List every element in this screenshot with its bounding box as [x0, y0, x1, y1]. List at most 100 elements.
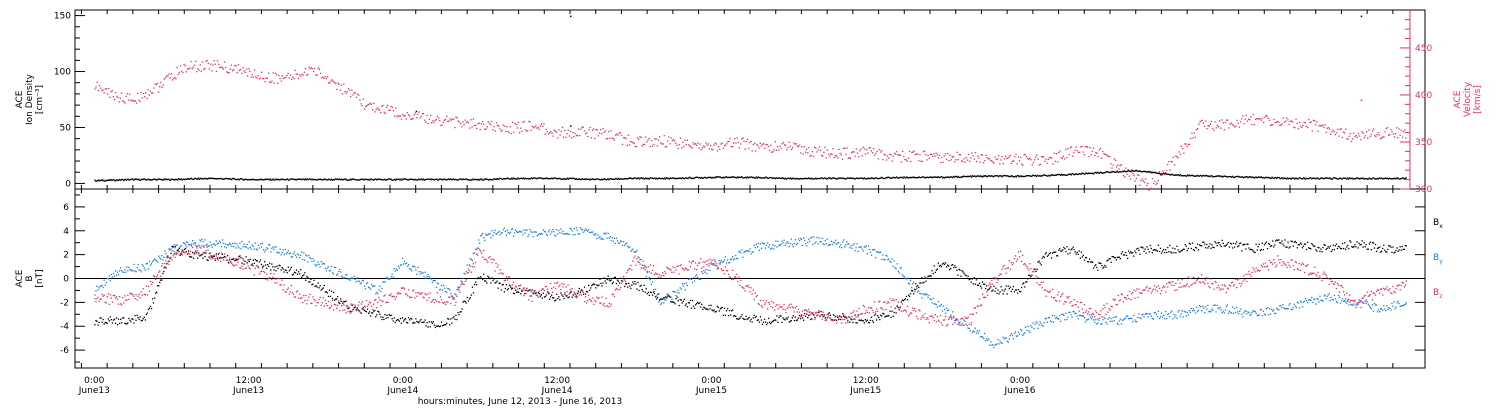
velocity-series-point [381, 105, 383, 107]
density-series-point [759, 176, 761, 179]
by-series-point [178, 250, 180, 253]
by-series-point [972, 330, 974, 332]
by-series-point [1296, 301, 1298, 303]
by-series-point [1190, 308, 1192, 310]
by-series-point [454, 293, 456, 295]
by-series-point [541, 233, 543, 235]
velocity-series-point [557, 137, 559, 139]
velocity-series-point [299, 74, 301, 76]
velocity-series-point [863, 148, 866, 150]
density-series-point [871, 177, 874, 179]
density-series-point [232, 177, 235, 180]
by-series-point [373, 285, 375, 287]
by-series-point [763, 242, 766, 245]
by-series-point [1123, 318, 1126, 320]
by-series-point [1323, 295, 1325, 297]
bx-series-point [447, 318, 449, 320]
density-series-point [979, 175, 981, 177]
by-series-point [825, 243, 827, 245]
density-series-point [970, 176, 973, 178]
density-series-point [111, 179, 113, 182]
velocity-series-point [1223, 129, 1225, 131]
density-series-point [1159, 173, 1162, 175]
velocity-series-point [897, 154, 899, 156]
bx-series-point [578, 287, 580, 290]
velocity-series-point [402, 113, 404, 116]
bx-series-point [307, 276, 309, 279]
density-series-point [384, 178, 386, 180]
density-series-point [265, 178, 267, 181]
by-series-point [283, 254, 285, 256]
velocity-series-point [558, 129, 560, 131]
by-series-point [153, 258, 156, 260]
velocity-series-point [325, 77, 327, 80]
by-series-point [207, 245, 209, 247]
by-series-point [378, 289, 380, 291]
by-series-point [1212, 309, 1214, 311]
density-series-point [1350, 177, 1352, 180]
density-series-point [1313, 177, 1316, 179]
by-series-point [1153, 312, 1155, 314]
velocity-series-point [855, 148, 857, 150]
bx-series-point [267, 264, 269, 266]
by-series-point [504, 230, 506, 232]
by-series-point [569, 227, 571, 229]
bx-series-point [116, 324, 119, 326]
by-series-point [1336, 301, 1339, 304]
density-series-point [135, 178, 137, 180]
density-series-point [1316, 177, 1318, 179]
by-series-point [1176, 317, 1178, 319]
bx-series-point [870, 316, 873, 318]
velocity-series-point [1104, 153, 1106, 155]
velocity-series-point [466, 120, 469, 123]
by-series-point [1163, 314, 1165, 317]
bx-series-point [448, 318, 450, 320]
density-series-point [906, 176, 908, 178]
bx-series-point [141, 319, 143, 322]
by-series-point [1222, 310, 1224, 312]
by-series-point [630, 250, 632, 252]
bx-series-point [680, 299, 682, 301]
density-series-point [270, 179, 272, 181]
density-series-point [607, 178, 609, 180]
velocity-series-point [177, 73, 179, 75]
velocity-series-point [433, 121, 435, 124]
density-series-point [233, 178, 236, 180]
density-series-point [288, 179, 290, 181]
by-series-point [1382, 309, 1384, 311]
by-series-point [859, 246, 861, 249]
bx-series-point [593, 283, 595, 285]
by-series-point [1113, 320, 1115, 322]
bx-series-point [458, 314, 460, 316]
bx-series-point [532, 293, 534, 295]
bx-series-point [479, 277, 481, 280]
density-series-point [502, 178, 505, 180]
density-series-point [356, 179, 358, 181]
bx-series-point [187, 250, 190, 252]
density-series-point [842, 177, 844, 179]
by-series-point [411, 270, 413, 272]
density-series-point [638, 178, 641, 180]
by-series-point [969, 329, 971, 332]
by-series-point [1197, 309, 1200, 311]
by-series-point [1050, 321, 1053, 323]
velocity-series-point [287, 72, 289, 74]
density-series-point [1049, 175, 1051, 177]
density-series-point [652, 177, 654, 179]
density-series-point [267, 178, 269, 180]
density-series-point [817, 177, 819, 180]
density-series-point [350, 179, 353, 181]
bx-series-point [888, 315, 890, 317]
velocity-series-point [1077, 151, 1080, 154]
velocity-series-point [617, 134, 619, 136]
density-series-point [1194, 175, 1196, 177]
by-series-point [558, 229, 560, 232]
by-series-point [1400, 305, 1402, 307]
velocity-series-point [746, 138, 749, 140]
bx-series-point [112, 319, 115, 321]
bx-series-point [856, 322, 858, 324]
bx-series-point [580, 289, 583, 291]
by-series-point [1116, 322, 1118, 325]
by-series-point [851, 247, 853, 249]
by-series-point [474, 248, 477, 250]
